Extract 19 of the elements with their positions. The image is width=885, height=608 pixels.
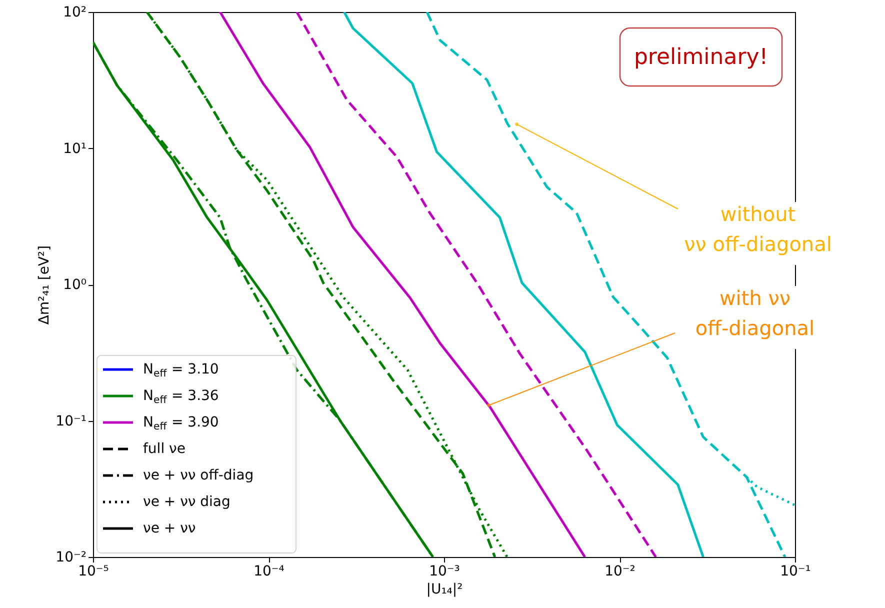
- x-tick-label: 10⁻⁴: [254, 564, 285, 580]
- y-tick-label: 10⁻¹: [56, 413, 86, 430]
- annotation: νe + νν: [143, 520, 196, 536]
- x-tick-label: 10⁻⁵: [78, 564, 109, 580]
- y-tick-label: 10¹: [63, 140, 86, 157]
- annotation: with νν off-diagonal: [695, 286, 815, 340]
- y-tick-label: 10⁰: [63, 277, 87, 293]
- annotation: without νν off-diagonal: [684, 202, 832, 256]
- x-tick-label: 10⁻¹: [780, 564, 811, 580]
- annotation: νe + νν diag: [143, 494, 230, 510]
- y-tick-label: 10²: [63, 4, 86, 20]
- x-tick-label: 10⁻³: [429, 564, 460, 580]
- y-tick-label: 10⁻²: [56, 550, 86, 566]
- y-axis-title: Δm²₄₁ [eV²]: [36, 245, 53, 325]
- x-axis-title: |U₁₄|²: [426, 582, 463, 598]
- annotation: νe + νν off-diag: [143, 468, 254, 484]
- annotation: full νe: [143, 441, 186, 457]
- x-tick-label: 10⁻²: [604, 564, 636, 580]
- annotation: preliminary!: [634, 45, 768, 70]
